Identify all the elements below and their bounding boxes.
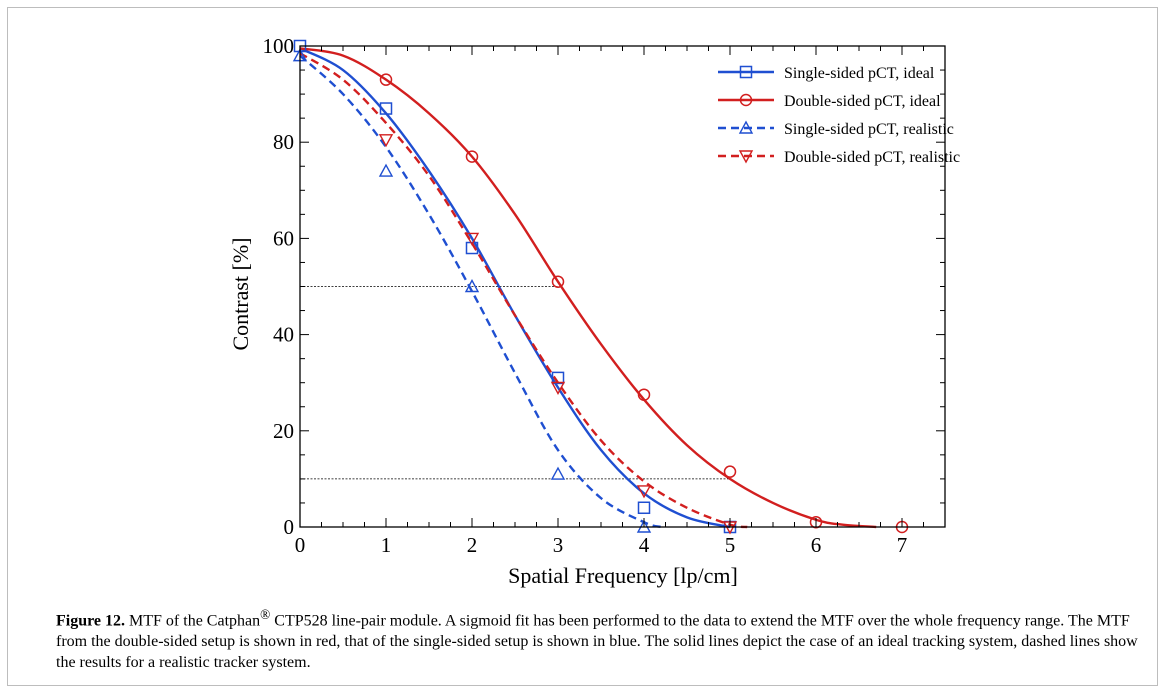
y-tick-label: 40 <box>273 323 294 347</box>
x-tick-label: 0 <box>295 533 306 557</box>
data-point-s1-1 <box>465 150 479 163</box>
y-tick-label: 60 <box>273 226 294 250</box>
y-tick-label: 80 <box>273 130 294 154</box>
data-point-s1-5 <box>809 515 823 529</box>
x-tick-label: 4 <box>639 533 650 557</box>
figure-panel: 0 1 2 3 4 5 6 7 0 20 40 60 80 100 Spatial Frequency [… <box>7 7 1158 686</box>
data-point-s0-3 <box>551 371 565 385</box>
data-point-s0-4 <box>637 501 651 515</box>
data-point-s0-2 <box>465 241 479 255</box>
caption-label: Figure 12. <box>56 612 126 630</box>
tick-labels: 0 1 2 3 4 5 6 7 0 20 40 60 80 100 <box>263 34 908 557</box>
data-point-s3-0 <box>378 134 394 148</box>
data-point-s1-2 <box>551 275 565 288</box>
legend-marker-0 <box>739 65 753 79</box>
x-tick-label: 7 <box>897 533 908 557</box>
fit-curves <box>299 47 877 529</box>
caption-registered-mark: ® <box>260 607 271 622</box>
legend-marker-2 <box>738 120 754 134</box>
y-axis-title: Contrast [%] <box>228 237 253 350</box>
legend-label-0: Single-sided pCT, ideal <box>784 65 935 82</box>
x-tick-label: 3 <box>553 533 564 557</box>
series-line-2 <box>299 54 662 529</box>
legend: Single-sided pCT, ideal Double-sided pCT,… <box>718 65 960 166</box>
reference-lines <box>300 286 730 480</box>
data-point-s0-1 <box>379 102 393 115</box>
data-point-s1-3 <box>637 388 651 401</box>
y-tick-label: 0 <box>284 515 295 539</box>
legend-label-2: Single-sided pCT, realistic <box>784 121 954 138</box>
legend-label-1: Double-sided pCT, ideal <box>784 93 941 110</box>
data-point-s2-1 <box>378 163 394 177</box>
x-axis-title: Spatial Frequency [lp/cm] <box>508 563 738 588</box>
x-tick-label: 1 <box>381 533 392 557</box>
data-point-s2-3 <box>550 466 566 480</box>
legend-marker-3 <box>738 150 754 164</box>
data-point-s1-4 <box>723 465 737 478</box>
caption-text-pre: MTF of the Catphan <box>125 612 261 630</box>
plot-frame <box>299 45 946 528</box>
legend-marker-1 <box>739 93 753 107</box>
legend-label-3: Double-sided pCT, realistic <box>784 149 960 166</box>
caption-text-post: CTP528 line-pair module. A sigmoid fit h… <box>56 612 1138 672</box>
data-point-s3-1 <box>464 232 480 246</box>
series-line-3 <box>299 52 748 529</box>
mtf-chart: 0 1 2 3 4 5 6 7 0 20 40 60 80 100 Spatial Frequency [… <box>228 34 960 588</box>
series-line-1 <box>299 47 877 529</box>
x-tick-label: 5 <box>725 533 736 557</box>
axes-frame <box>299 45 946 528</box>
data-point-s1-0 <box>379 73 393 86</box>
x-tick-label: 6 <box>811 533 822 557</box>
data-point-s2-2 <box>464 279 480 293</box>
data-markers <box>292 39 909 535</box>
data-point-s3-2 <box>550 381 566 395</box>
x-tick-label: 2 <box>467 533 478 557</box>
y-tick-label: 20 <box>273 419 294 443</box>
y-tick-label: 100 <box>263 34 295 58</box>
figure-caption: Figure 12. MTF of the Catphan® CTP528 li… <box>56 604 1146 673</box>
data-point-s3-3 <box>636 485 652 499</box>
